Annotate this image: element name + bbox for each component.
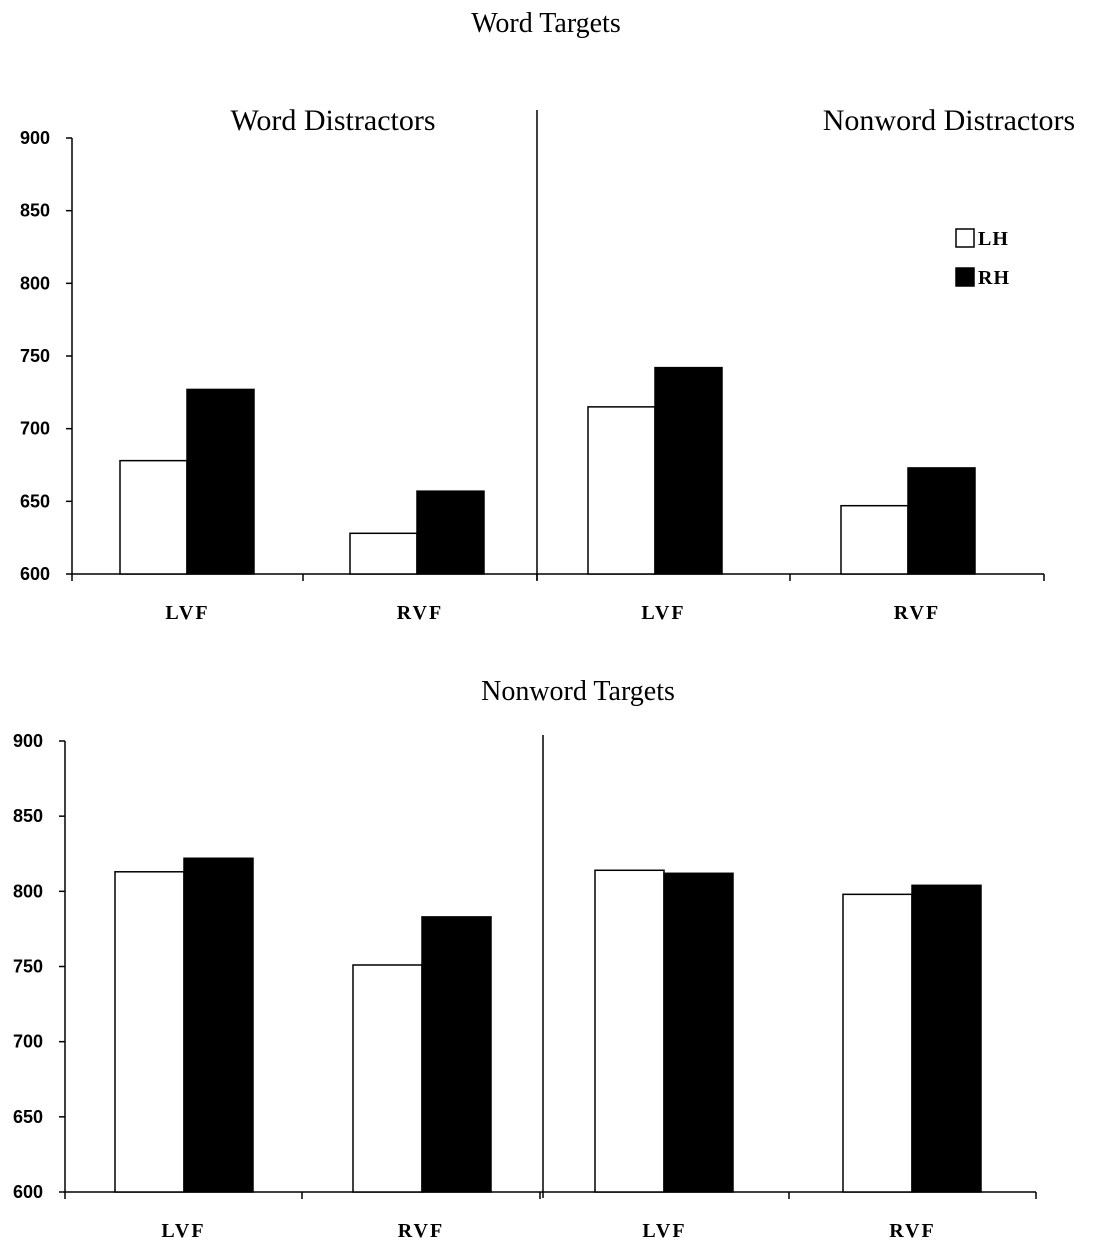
chart-1-panel-label: Word Distractors — [230, 104, 435, 137]
chart-1-legend-swatch-lh — [955, 228, 975, 248]
chart-2-bar-lh-rvf — [352, 964, 423, 1193]
chart-1-category-label: RVF — [894, 602, 940, 624]
chart-1-bar-rh-rvf — [907, 467, 976, 575]
chart-1-legend-label: LH — [978, 228, 1009, 250]
chart-2-y-tick-label: 800 — [13, 881, 43, 901]
chart-2-category-label: RVF — [889, 1220, 935, 1242]
chart-2-y-tick-label: 850 — [13, 806, 43, 826]
chart-1-bar-lh-lvf — [119, 459, 188, 575]
chart-1-bar-rh-lvf — [654, 366, 723, 575]
chart-1-legend-label: RH — [978, 267, 1010, 289]
chart-2-category-label: LVF — [642, 1220, 686, 1242]
chart-2-title: Nonword Targets — [481, 676, 675, 707]
chart-1-y-tick-label: 900 — [20, 128, 50, 148]
chart-1-y-tick-label: 850 — [20, 201, 50, 221]
chart-1-category-label: RVF — [397, 602, 443, 624]
chart-2-y-tick-label: 650 — [13, 1107, 43, 1127]
chart-1-y-tick-label: 750 — [20, 346, 50, 366]
chart-2-bar-lh-lvf — [114, 871, 185, 1193]
chart-2-y-tick-label: 750 — [13, 957, 43, 977]
chart-2-category-label: LVF — [161, 1220, 205, 1242]
chart-1-category-label: LVF — [165, 602, 209, 624]
chart-1-category-label: LVF — [641, 602, 685, 624]
chart-1-bar-lh-rvf — [349, 532, 418, 575]
chart-1-y-tick-label: 600 — [20, 564, 50, 584]
chart-2-bar-rh-rvf — [421, 916, 492, 1193]
chart-2: Nonword Targets 900 850 800 750 700 650 600 LVF R… — [13, 676, 1037, 1242]
chart-2-bar-rh-lvf — [663, 872, 734, 1193]
chart-1: Word Targets Word Distractors Nonword Dist… — [20, 8, 1075, 624]
chart-1-legend: LH RH — [955, 228, 1010, 289]
chart-2-bar-rh-rvf — [911, 884, 982, 1193]
chart-1-bar-lh-rvf — [840, 504, 909, 575]
chart-1-y-tick-label: 800 — [20, 273, 50, 293]
chart-1-title: Word Targets — [471, 8, 621, 39]
chart-1-bar-rh-rvf — [416, 490, 485, 575]
chart-2-y-tick-label: 700 — [13, 1032, 43, 1052]
chart-1-legend-swatch-rh — [955, 267, 975, 287]
chart-2-bar-lh-lvf — [594, 869, 665, 1193]
chart-2-category-label: RVF — [398, 1220, 444, 1242]
chart-1-bar-lh-lvf — [587, 406, 656, 575]
chart-2-y-tick-label: 600 — [13, 1182, 43, 1202]
chart-2-y-tick-label: 900 — [13, 731, 43, 751]
chart-2-bar-rh-lvf — [183, 857, 254, 1193]
chart-1-y-tick-label: 700 — [20, 419, 50, 439]
chart-1-bar-rh-lvf — [186, 388, 255, 575]
chart-2-bar-lh-rvf — [842, 893, 913, 1193]
chart-1-panel-label: Nonword Distractors — [823, 104, 1075, 137]
chart-1-y-tick-label: 650 — [20, 491, 50, 511]
